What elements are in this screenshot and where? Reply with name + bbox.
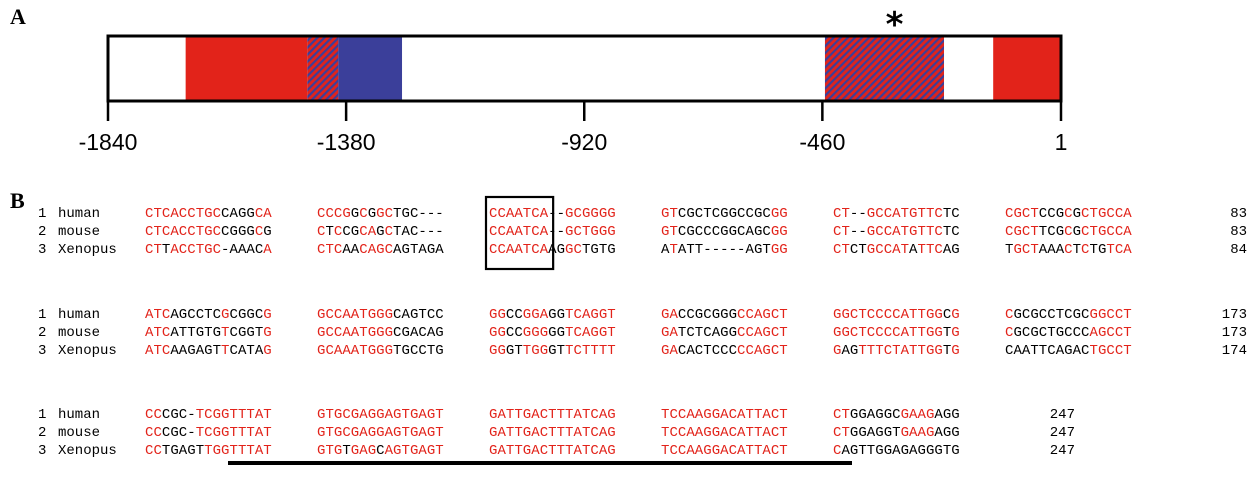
sequence-group: ATCAAGAGTTCATAG: [145, 343, 272, 359]
axis-tick-label: -460: [799, 129, 845, 155]
sequence-group: CTCACCTGCCAGGCA: [145, 206, 272, 222]
sequence-group: CGCGCTGCCCAGCCT: [1005, 325, 1132, 341]
row-index: 1: [38, 206, 46, 222]
ccaat-box-frame: [484, 195, 555, 271]
axis-tick-label: -1840: [79, 129, 138, 155]
sequence-group: GGCTCCCCATTGGTG: [833, 325, 960, 341]
sequence-group: CTGGAGGCGAAGAGG: [833, 407, 960, 423]
species-label: mouse: [58, 224, 100, 240]
sequence-group: ATCATTGTGTCGGTG: [145, 325, 272, 341]
sequence-group: TGCTAAACTCTGTCA: [1005, 242, 1132, 258]
sequence-group: CT--GCCATGTTCTC: [833, 206, 960, 222]
sequence-group: GCAAATGGGTGCCTG: [317, 343, 444, 359]
sequence-group: GATTGACTTTATCAG: [489, 425, 616, 441]
panel-b-label: B: [10, 188, 25, 213]
row-index: 3: [38, 242, 46, 258]
sequence-group: GTCGCCCGGCAGCGG: [661, 224, 788, 240]
sequence-end-position: 247: [1050, 443, 1075, 459]
segment-hatched: [307, 36, 339, 101]
sequence-group: GATTGACTTTATCAG: [489, 443, 616, 459]
sequence-group: CGCTTCGCGCTGCCA: [1005, 224, 1132, 240]
sequence-group: CTCACCTGCCGGGCG: [145, 224, 272, 240]
sequence-end-position: 83: [1230, 206, 1247, 222]
sequence-group: GATCTCAGGCCAGCT: [661, 325, 788, 341]
species-label: mouse: [58, 425, 100, 441]
sequence-group: CTGGAGGTGAAGAGG: [833, 425, 960, 441]
panel-a-label: A: [10, 4, 26, 29]
row-index: 1: [38, 307, 46, 323]
species-label: human: [58, 206, 100, 222]
sequence-group: TCCAAGGACATTACT: [661, 407, 788, 423]
sequence-end-position: 247: [1050, 407, 1075, 423]
sequence-group: GTGTGAGCAGTGAGT: [317, 443, 444, 459]
sequence-group: GTGCGAGGAGTGAGT: [317, 407, 444, 423]
species-label: human: [58, 307, 100, 323]
sequence-group: CCTGAGTTGGTTTAT: [145, 443, 272, 459]
sequence-group: GGCTCCCCATTGGCG: [833, 307, 960, 323]
sequence-group: CTCTGCCATATTCAG: [833, 242, 960, 258]
sequence-end-position: 173: [1222, 307, 1247, 323]
sequence-group: CTCCGCAGCTAC---: [317, 224, 444, 240]
sequence-group: GATTGACTTTATCAG: [489, 407, 616, 423]
sequence-group: GGCCGGAGGTCAGGT: [489, 307, 616, 323]
sequence-end-position: 84: [1230, 242, 1247, 258]
sequence-group: CCCGC-TCGGTTTAT: [145, 407, 272, 423]
axis-tick-label: -1380: [317, 129, 376, 155]
sequence-group: GCCAATGGGCGACAG: [317, 325, 444, 341]
sequence-group: CAGTTGGAGAGGGTG: [833, 443, 960, 459]
sequence-group: GAGTTTCTATTGGTG: [833, 343, 960, 359]
segment-blue: [338, 36, 403, 101]
sequence-group: GTGCGAGGAGTGAGT: [317, 425, 444, 441]
sequence-group: GACCGCGGGCCAGCT: [661, 307, 788, 323]
species-label: Xenopus: [58, 343, 117, 359]
sequence-group: GGCCGGGGGTCAGGT: [489, 325, 616, 341]
sequence-end-position: 173: [1222, 325, 1247, 341]
sequence-group: GACACTCCCCCAGCT: [661, 343, 788, 359]
segment-hatched: [824, 36, 945, 101]
asterisk-mark: *: [886, 5, 904, 45]
sequence-group: TCCAAGGACATTACT: [661, 425, 788, 441]
sequence-group: GCCAATGGGCAGTCC: [317, 307, 444, 323]
species-label: Xenopus: [58, 242, 117, 258]
row-index: 3: [38, 343, 46, 359]
sequence-end-position: 174: [1222, 343, 1247, 359]
sequence-group: ATCAGCCTCGCGGCG: [145, 307, 272, 323]
sequence-group: TCCAAGGACATTACT: [661, 443, 788, 459]
species-label: human: [58, 407, 100, 423]
row-index: 2: [38, 425, 46, 441]
species-label: mouse: [58, 325, 100, 341]
promoter-map: -1840 -1380 -920 -460 1 *: [79, 5, 1068, 155]
sequence-group: GTCGCTCGGCCGCGG: [661, 206, 788, 222]
sequence-group: CCCGC-TCGGTTTAT: [145, 425, 272, 441]
sequence-group: CGCTCCGCGCTGCCA: [1005, 206, 1132, 222]
row-index: 3: [38, 443, 46, 459]
sequence-group: CGCGCCTCGCGGCCT: [1005, 307, 1132, 323]
sequence-end-position: 247: [1050, 425, 1075, 441]
sequence-group: ATATT-----AGTGG: [661, 242, 788, 258]
axis-tick-label: 1: [1055, 129, 1068, 155]
sequence-group: CTCAACAGCAGTAGA: [317, 242, 444, 258]
sequence-end-position: 83: [1230, 224, 1247, 240]
sequence-group: CAATTCAGACTGCCT: [1005, 343, 1132, 359]
sequence-group: CT--GCCATGTTCTC: [833, 224, 960, 240]
axis-tick-label: -920: [561, 129, 607, 155]
row-index: 2: [38, 325, 46, 341]
sequence-group: GGGTTGGGTTCTTTT: [489, 343, 616, 359]
sequence-group: CCCGGCGGCTGC---: [317, 206, 444, 222]
sequence-alignment: 1 human CTCACCTGCCAGGCA CCCGGCGGCTGC--- CCAA…: [38, 195, 1247, 465]
segment-red: [993, 36, 1061, 101]
sequence-group: CTTACCTGC-AAACA: [145, 242, 272, 258]
segment-red: [185, 36, 308, 101]
species-label: Xenopus: [58, 443, 117, 459]
row-index: 1: [38, 407, 46, 423]
row-index: 2: [38, 224, 46, 240]
